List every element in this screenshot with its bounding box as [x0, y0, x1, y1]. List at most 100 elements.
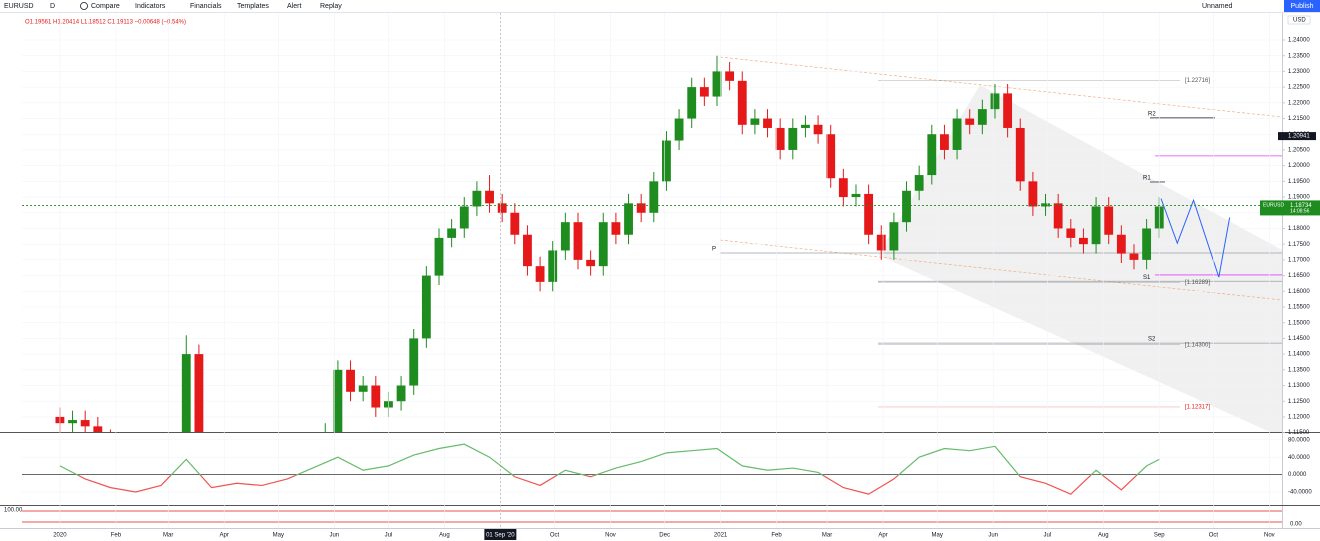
publish-button[interactable] — [1284, 0, 1320, 12]
candle-body — [775, 127, 785, 150]
toolbar-item[interactable]: Financials — [190, 3, 222, 10]
candle-body — [699, 87, 709, 97]
interval[interactable]: D — [50, 3, 55, 10]
current-price-symbol: EURUSD — [1263, 203, 1285, 209]
y-tick-label: 1.24000 — [1288, 38, 1310, 44]
x-tick-label: 2020 — [53, 533, 67, 539]
x-tick-label: Jun — [988, 533, 998, 539]
x-tick-label: Jul — [1043, 533, 1051, 539]
y-tick-label: 1.20000 — [1288, 163, 1310, 169]
pivot-label: R2 — [1148, 111, 1156, 117]
candle-body — [308, 464, 317, 517]
y-tick-label: 1.21500 — [1288, 116, 1310, 122]
candle-body — [245, 511, 254, 520]
candle-body — [232, 511, 241, 527]
x-tick-label: Sep — [1154, 533, 1165, 539]
currency-box[interactable] — [1287, 15, 1311, 25]
candle-body — [131, 480, 140, 496]
candle-body — [560, 222, 570, 251]
candle-body — [902, 190, 911, 223]
candle-body — [801, 124, 810, 128]
candle-body — [106, 439, 115, 455]
candle-body — [725, 71, 735, 81]
y-tick-label: 1.16500 — [1288, 273, 1310, 279]
candle-body — [1129, 253, 1139, 260]
candle-body — [1053, 203, 1063, 229]
x-tick-label: Feb — [771, 533, 782, 539]
x-tick-label: Feb — [111, 533, 122, 539]
toolbar-item[interactable]: Templates — [237, 3, 269, 10]
candle-body — [321, 433, 330, 464]
candle-body — [813, 124, 823, 135]
y-tick-label: 1.22500 — [1288, 85, 1310, 91]
x-tick-label: May — [273, 533, 284, 539]
currency[interactable]: USD — [1293, 18, 1306, 24]
toolbar-item[interactable]: Compare — [91, 3, 120, 10]
candle-body — [965, 118, 975, 125]
pivot-label: P — [712, 247, 716, 253]
candle-body — [1104, 206, 1114, 235]
candle-body — [952, 118, 962, 150]
candle-body — [535, 266, 545, 282]
publish-label[interactable]: Publish — [1291, 3, 1314, 10]
candle-body — [346, 369, 355, 392]
candle-body — [1041, 203, 1050, 207]
candle-body — [838, 178, 848, 198]
toolbar-item[interactable]: Indicators — [135, 3, 166, 10]
toolbar-item[interactable]: Replay — [320, 3, 342, 10]
candle-body — [270, 495, 279, 533]
candle-body — [1015, 127, 1025, 182]
candle-body — [914, 175, 924, 191]
candle-body — [687, 87, 697, 119]
candle-body — [283, 495, 292, 533]
candle-body — [510, 212, 520, 235]
y-tick-label: 1.17000 — [1288, 257, 1310, 263]
y-tick-label: 1.12000 — [1288, 415, 1310, 421]
candle-body — [573, 222, 583, 260]
candle-body — [851, 193, 861, 198]
candle-body — [68, 420, 77, 424]
candle-body — [598, 222, 608, 267]
osc-tick-label: 0.0000 — [1288, 472, 1307, 478]
candle-body — [80, 420, 90, 427]
candle-body — [1116, 234, 1126, 254]
y-tick-label: 1.14000 — [1288, 352, 1310, 358]
candle-body — [826, 134, 836, 179]
x-tick-label: Oct — [550, 533, 560, 539]
x-tick-label: Dec — [659, 533, 670, 539]
x-tick-label: Apr — [878, 533, 887, 539]
panel-label: 100.00 — [4, 508, 23, 514]
layout-name[interactable]: Unnamed — [1202, 3, 1232, 10]
candle-body — [611, 222, 621, 235]
candle-body — [258, 495, 267, 520]
candle-body — [940, 134, 949, 150]
symbol[interactable]: EURUSD — [4, 3, 34, 10]
y-tick-label: 1.19000 — [1288, 195, 1310, 201]
annotation-label: [1.16289] — [1185, 280, 1210, 286]
candle-body — [358, 385, 368, 392]
candle-body — [990, 93, 1000, 110]
osc-tick-label: 40.0000 — [1288, 455, 1310, 461]
y-tick-label: 1.23500 — [1288, 53, 1310, 59]
candle-body — [93, 426, 103, 432]
projection-line — [1160, 198, 1231, 278]
channel — [878, 85, 1282, 432]
toolbar-item[interactable]: Alert — [287, 3, 301, 10]
x-tick-label: Jun — [329, 533, 339, 539]
indicator-panel: 100.00 0.00 — [4, 508, 1302, 528]
candle-body — [624, 203, 633, 235]
y-tick-label: 1.15500 — [1288, 305, 1310, 311]
marker-price-tag — [1278, 132, 1316, 141]
x-tick-label: Nov — [1264, 533, 1275, 539]
candle-body — [662, 140, 671, 182]
candle-body — [750, 118, 760, 125]
candle-body — [421, 275, 431, 339]
candle-body — [333, 369, 343, 432]
current-price-tag — [1260, 200, 1320, 216]
candle-body — [523, 234, 532, 267]
candle-body — [1079, 237, 1088, 245]
trend-line — [719, 239, 1283, 301]
y-tick-label: 1.13500 — [1288, 367, 1310, 373]
candle-body — [409, 338, 419, 386]
